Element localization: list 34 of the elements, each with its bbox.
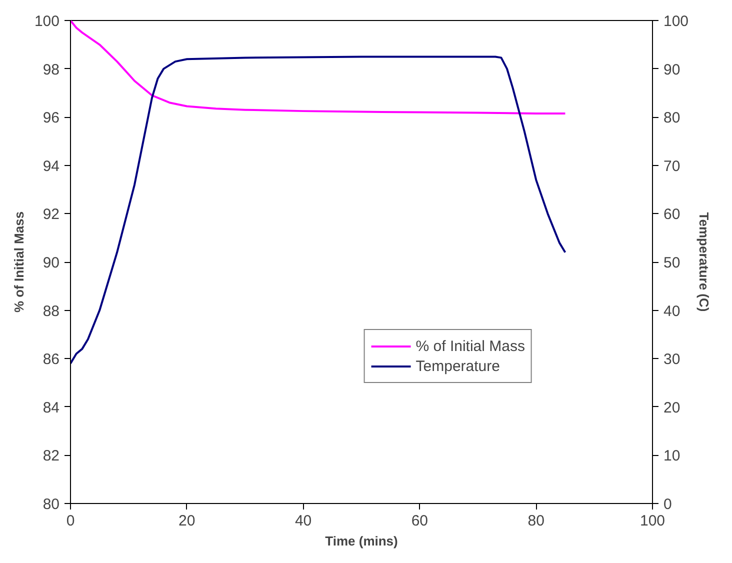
- legend-label: % of Initial Mass: [416, 338, 525, 354]
- y2-tick-label: 100: [664, 13, 689, 30]
- y2-tick-label: 30: [664, 351, 680, 368]
- y-tick-label: 84: [42, 399, 60, 416]
- y2-tick-label: 70: [664, 158, 680, 175]
- x-tick-label: 60: [411, 512, 428, 530]
- legend-label: Temperature: [416, 358, 500, 374]
- y2-tick-label: 40: [664, 302, 680, 320]
- y-tick-label: 82: [42, 448, 60, 465]
- x-tick-label: 40: [294, 512, 312, 530]
- y-tick-label: 92: [42, 206, 60, 224]
- y-axis-title: % of Initial Mass: [11, 211, 26, 313]
- y-tick-label: 88: [42, 302, 60, 320]
- y-tick-label: 96: [42, 110, 60, 127]
- x-tick-label: 0: [66, 512, 75, 530]
- x-tick-label: 80: [528, 512, 544, 530]
- x-tick-label: 100: [640, 512, 666, 530]
- y2-tick-label: 50: [664, 254, 680, 272]
- y2-tick-label: 10: [664, 448, 680, 465]
- y2-axis-title: Temperature (C): [696, 212, 712, 312]
- x-axis-title: Time (mins): [325, 534, 398, 548]
- line-series: [70, 20, 566, 114]
- y2-tick-label: 80: [664, 110, 680, 127]
- y2-tick-label: 90: [664, 61, 680, 78]
- y-tick-label: 86: [42, 351, 60, 368]
- y-tick-label: 80: [42, 496, 60, 513]
- y-tick-label: 94: [42, 158, 60, 175]
- y2-tick-label: 20: [664, 399, 680, 416]
- y2-tick-label: 0: [664, 496, 672, 513]
- y-tick-label: 100: [34, 13, 60, 30]
- y-tick-label: 98: [42, 61, 60, 78]
- y-tick-label: 90: [42, 254, 60, 272]
- y2-tick-label: 60: [664, 206, 680, 224]
- x-tick-label: 20: [178, 512, 196, 530]
